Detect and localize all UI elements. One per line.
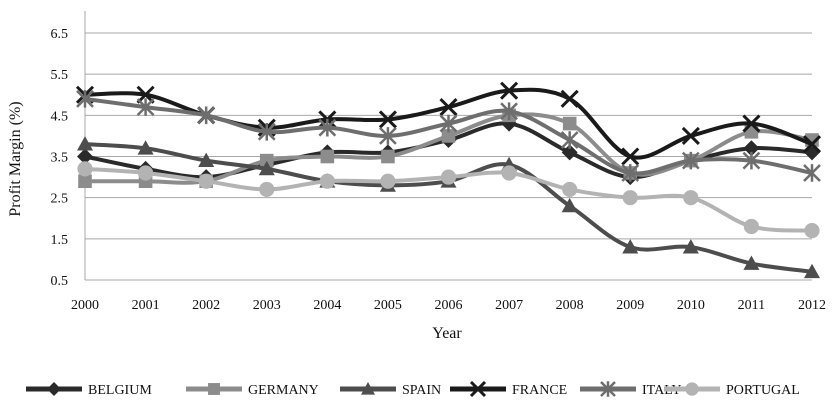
data-point	[259, 153, 274, 168]
data-point	[137, 165, 154, 181]
data-point	[77, 136, 93, 151]
data-point	[803, 164, 821, 182]
x-axis-title: Year	[432, 325, 462, 342]
x-tick-label: 2006	[435, 298, 463, 313]
legend: BELGIUM GERMANY SPAIN FRANCE ITALY PORTUGAL	[26, 380, 800, 398]
legend-marker	[600, 381, 616, 397]
data-point	[743, 140, 760, 157]
x-tick-label: 2001	[132, 298, 160, 313]
x-tick-label: 2005	[374, 298, 402, 313]
y-tick-label: 1.5	[51, 233, 69, 248]
data-point	[441, 129, 456, 143]
x-tick-label: 2012	[798, 298, 826, 313]
data-point	[78, 174, 92, 188]
legend-marker	[361, 382, 375, 395]
data-point	[622, 239, 639, 254]
data-point	[560, 131, 579, 149]
data-point	[439, 114, 458, 133]
legend-marker	[208, 383, 220, 395]
legend-marker	[469, 380, 487, 398]
y-tick-label: 4.5	[51, 109, 69, 124]
x-tick-label: 2010	[677, 298, 705, 313]
series-portugal	[77, 161, 820, 239]
data-point	[742, 151, 761, 170]
x-tick-label: 2008	[556, 298, 584, 313]
data-point	[136, 98, 155, 116]
data-point	[137, 140, 154, 155]
legend-marker	[685, 382, 699, 396]
data-point	[77, 148, 93, 165]
data-point	[804, 223, 820, 239]
data-point	[258, 160, 275, 176]
data-point	[743, 255, 760, 270]
data-point	[197, 106, 216, 125]
data-point	[381, 149, 395, 164]
data-point	[683, 190, 699, 206]
legend-label: BELGIUM	[88, 383, 152, 398]
x-tick-label: 2002	[192, 298, 220, 313]
data-point	[682, 239, 699, 254]
data-point	[622, 190, 638, 206]
data-point	[560, 89, 579, 108]
x-tick-label: 2009	[616, 298, 644, 313]
data-point	[320, 149, 335, 164]
x-tick-label: 2007	[495, 298, 523, 313]
data-point	[681, 126, 700, 145]
data-point	[319, 173, 335, 189]
x-tick-label: 2000	[71, 298, 99, 313]
data-point	[562, 116, 577, 131]
legend-marker	[47, 382, 61, 396]
data-point	[500, 81, 519, 100]
y-axis-tick-labels: 0.5 1.5 2.5 3.5 4.5 5.5 6.5	[51, 27, 69, 289]
data-point	[77, 161, 93, 177]
data-point	[318, 118, 337, 137]
data-point	[198, 152, 215, 168]
data-point	[621, 164, 640, 182]
data-point	[500, 102, 518, 121]
data-point	[198, 173, 214, 189]
data-point	[561, 197, 578, 213]
x-tick-label: 2011	[738, 298, 765, 313]
data-point	[802, 135, 822, 154]
legend-label: FRANCE	[512, 383, 567, 398]
series-lines	[75, 81, 822, 279]
data-point	[681, 151, 700, 170]
data-point	[804, 263, 820, 279]
data-point	[259, 181, 275, 198]
y-tick-label: 0.5	[51, 274, 69, 289]
data-point	[439, 98, 458, 117]
legend-label: PORTUGAL	[726, 383, 800, 398]
data-point	[257, 122, 276, 141]
data-point	[501, 165, 517, 181]
legend-item-portugal: PORTUGAL	[664, 382, 800, 398]
y-tick-label: 2.5	[51, 192, 69, 207]
series-line	[84, 142, 813, 274]
x-tick-label: 2004	[313, 298, 341, 313]
series-italy	[76, 89, 821, 182]
data-point	[742, 114, 761, 133]
data-point	[621, 147, 640, 166]
legend-item-belgium: BELGIUM	[26, 382, 152, 398]
y-tick-label: 5.5	[51, 68, 69, 83]
x-tick-label: 2003	[253, 298, 281, 313]
data-point	[379, 127, 397, 145]
x-axis-tick-labels: 2000 2001 2002 2003 2004 2005 2006 2007 2008 2009…	[71, 298, 826, 313]
y-tick-label: 3.5	[51, 151, 69, 166]
legend-item-spain: SPAIN	[340, 382, 441, 398]
data-point	[561, 144, 578, 161]
data-point	[440, 169, 457, 185]
data-point	[562, 181, 578, 198]
legend-label: GERMANY	[248, 383, 319, 398]
legend-label: SPAIN	[402, 383, 441, 398]
data-point	[378, 110, 397, 129]
data-point	[76, 89, 94, 108]
y-axis-title: Profit Margin (%)	[7, 101, 24, 216]
y-tick-label: 6.5	[51, 27, 69, 42]
legend-item-germany: GERMANY	[186, 383, 319, 398]
data-point	[743, 218, 760, 235]
legend-item-france: FRANCE	[450, 380, 567, 398]
data-point	[380, 173, 396, 189]
